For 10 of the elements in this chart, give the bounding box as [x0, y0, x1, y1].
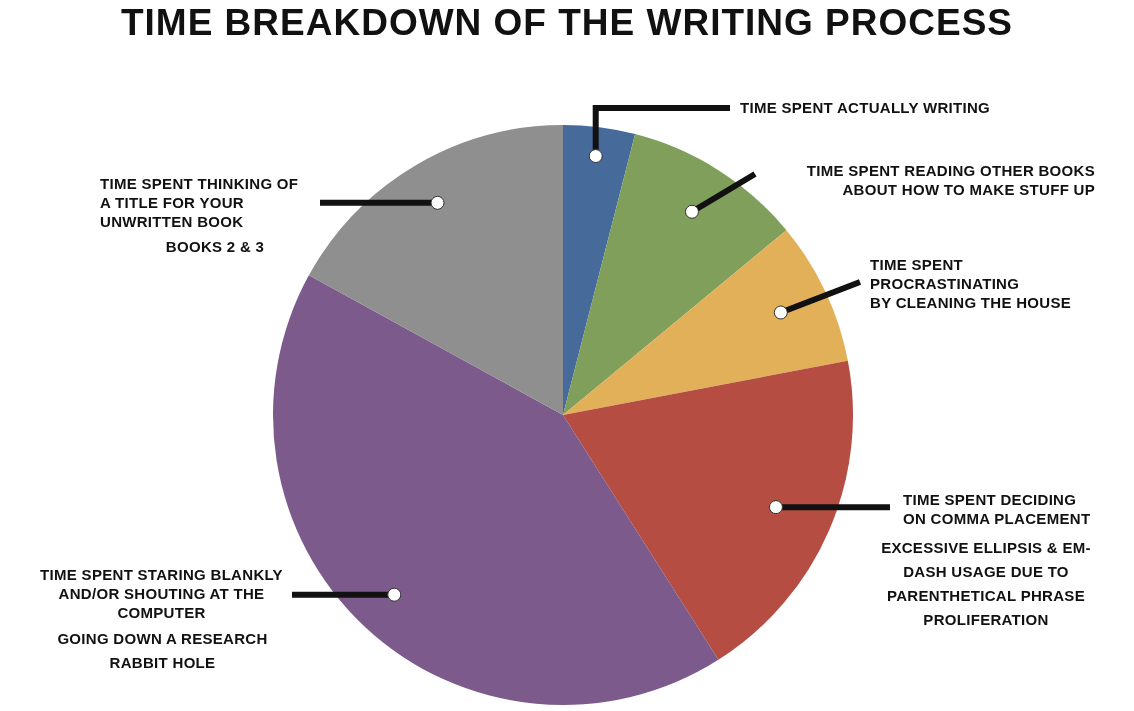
slice-label: TIME SPENT THINKING OF A TITLE FOR YOUR UNWRITTEN BOOK	[100, 173, 300, 231]
slice-label: TIME SPENT STARING BLANKLY AND/OR SHOUTING AT THE COMPUTER	[39, 564, 284, 622]
slice-label: TIME SPENT DECIDING ON COMMA PLACEMENT	[903, 490, 1092, 529]
slice-label: TIME SPENT ACTUALLY WRITING	[740, 98, 992, 117]
slice-label: TIME SPENT READING OTHER BOOKS ABOUT HOW TO MAKE STUFF UP	[805, 161, 1095, 199]
text: EXCESSIVE ELLIPSIS & EM-DASH USAGE DUE TO PARENTHETICAL PHRASE PROLIFERATION	[880, 538, 1092, 630]
text: GOING DOWN A RESEARCH RABBIT HOLE	[56, 629, 269, 673]
chart-title: TIME BREAKDOWN OF THE WRITING PROCESS	[119, 2, 1015, 44]
text: BOOKS 2 & 3	[164, 237, 266, 257]
slice-label: TIME SPENT PROCRASTINATING BY CLEANING THE HOUSE	[870, 255, 1073, 312]
